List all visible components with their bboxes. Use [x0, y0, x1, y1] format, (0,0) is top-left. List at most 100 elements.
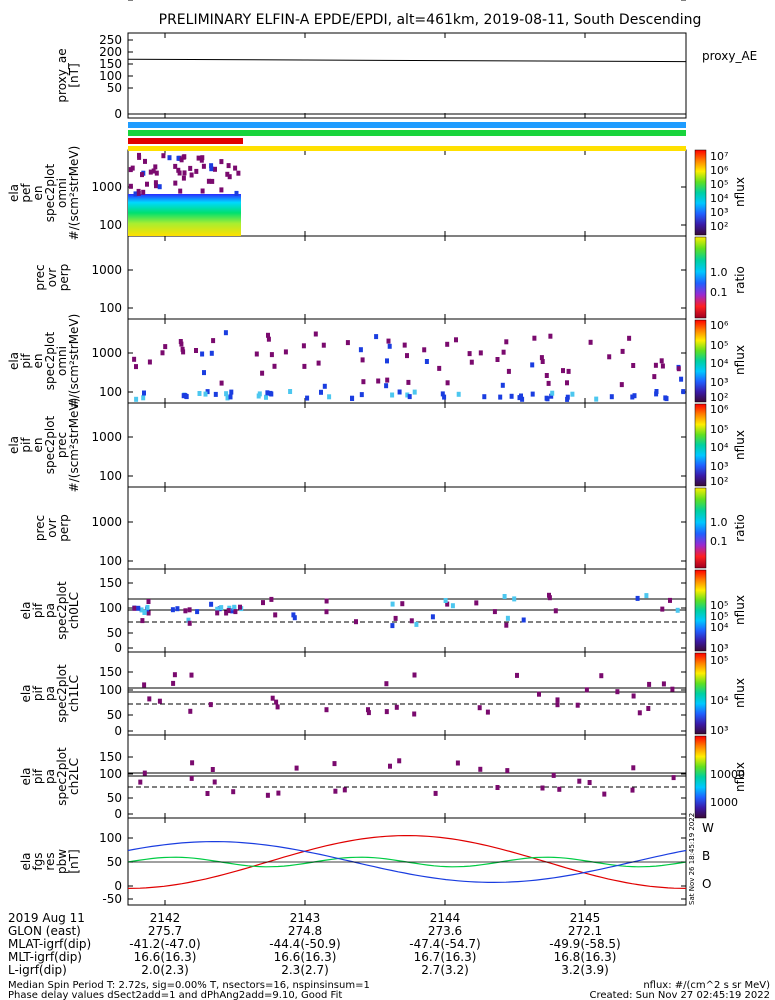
spec-pixel [219, 187, 224, 193]
data-pixel-p8 [384, 709, 389, 715]
colorbar-tick-label: 10⁴ [710, 694, 729, 707]
spec-pixel [178, 188, 183, 194]
data-pixel-p7 [521, 617, 526, 623]
data-pixel-p8 [157, 698, 162, 704]
y-axis-label-line: ela [7, 352, 21, 370]
y-axis-label-line: spec2plot [55, 581, 69, 640]
data-pixel-p8 [646, 706, 651, 711]
y-axis-label-line: ela [7, 184, 21, 202]
y-tick-label: 100 [99, 831, 122, 845]
data-pixel-p9 [332, 761, 337, 767]
y-axis-label-line: pa [43, 603, 57, 618]
colorbar-tick-label: 10⁷ [710, 150, 728, 163]
y-axis-label-line: #/(scm²strMeV) [67, 314, 81, 409]
spec-pixel [209, 163, 214, 169]
data-pixel-p4 [632, 393, 637, 399]
data-pixel-p4 [387, 343, 392, 349]
y-axis-label-line: spec2plot [43, 163, 57, 222]
data-pixel-p9 [189, 775, 194, 781]
proxy-ae-line [127, 58, 687, 63]
colorbar [694, 569, 707, 652]
x-axis-value: 2.3(2.7) [281, 963, 329, 977]
y-axis-label-line: spec2plot [55, 664, 69, 723]
data-pixel-p9 [433, 790, 438, 796]
data-pixel-p4 [397, 389, 402, 395]
data-pixel-p4 [228, 394, 233, 400]
data-pixel-p4 [664, 396, 669, 402]
data-pixel-p9 [630, 787, 635, 793]
data-pixel-p4 [160, 350, 165, 356]
data-pixel-p8 [172, 672, 177, 678]
y-tick-label: 100 [99, 469, 122, 483]
status-bar-red [128, 138, 243, 144]
spec-pixel [225, 171, 230, 177]
data-pixel-p8 [270, 695, 275, 701]
spec-pixel [173, 163, 178, 169]
colorbar-tick-label: 1.0 [710, 266, 728, 279]
data-pixel-p8 [637, 710, 642, 716]
spec-pixel [181, 154, 186, 160]
row-label-date: 2019 Aug 11 [8, 911, 85, 925]
y-tick-label: 100 [99, 69, 122, 83]
data-pixel-p4 [301, 343, 306, 349]
data-pixel-p4 [180, 346, 185, 352]
data-pixel-p4 [327, 394, 332, 400]
data-pixel-p8 [575, 702, 580, 708]
x-axis-value: 273.6 [428, 924, 462, 938]
data-pixel-p9 [333, 788, 338, 794]
footer-left-1: Median Spin Period T: 2.72s, sig=0.00% T… [8, 980, 370, 991]
data-pixel-p4 [456, 391, 461, 397]
data-pixel-p4 [219, 380, 224, 386]
spec-pixel [188, 165, 193, 171]
y-tick-label: 0 [114, 107, 122, 121]
x-axis-value: 2144 [430, 911, 461, 925]
spec-pixel [154, 170, 159, 176]
data-pixel-p4 [549, 393, 554, 399]
data-pixel-p8 [394, 704, 399, 710]
y-axis-label-line: prec [33, 264, 47, 290]
y-axis-label-line: pef [19, 183, 33, 203]
y-axis-label-line: prec [33, 515, 47, 541]
data-pixel-p9 [557, 786, 562, 792]
data-pixel-p4 [544, 373, 549, 378]
data-pixel-p4 [520, 396, 525, 402]
field-curve-W [127, 835, 687, 889]
data-pixel-p4 [482, 394, 487, 400]
data-pixel-p7 [187, 607, 192, 613]
y-tick-label: -50 [102, 892, 122, 906]
y-tick-label: 1000 [91, 180, 122, 194]
data-pixel-p8 [412, 672, 417, 678]
spec-pixel [226, 163, 231, 169]
data-pixel-p7 [226, 608, 231, 614]
data-pixel-p4 [652, 374, 657, 380]
data-pixel-p4 [360, 357, 365, 363]
y-tick-label: 1000 [91, 430, 122, 444]
spec-pixel [161, 153, 166, 159]
colorbar [694, 735, 707, 819]
data-pixel-p4 [264, 394, 268, 400]
y-tick-label: 1000 [91, 346, 122, 360]
spec-pixel [219, 159, 224, 165]
data-pixel-p7 [140, 618, 145, 624]
data-pixel-p8 [208, 702, 213, 708]
x-axis-value: 2.0(2.3) [141, 963, 189, 977]
colorbar-tick-label: 10⁴ [710, 621, 729, 634]
data-pixel-p4 [440, 391, 445, 397]
data-pixel-p4 [266, 332, 270, 338]
data-pixel-p4 [478, 350, 483, 356]
data-pixel-p9 [397, 758, 402, 764]
data-pixel-p4 [594, 396, 599, 402]
spec-pixel [177, 170, 182, 176]
data-pixel-p4 [209, 350, 214, 356]
field-curve-O [127, 841, 687, 883]
data-pixel-p4 [660, 363, 665, 369]
data-pixel-p4 [260, 370, 265, 376]
data-pixel-p4 [406, 379, 411, 385]
y-tick-label: 100 [99, 554, 122, 568]
spec-pixel [153, 180, 158, 186]
data-pixel-p8 [384, 681, 389, 687]
data-pixel-p7 [291, 612, 296, 618]
spec-pixel [176, 167, 181, 173]
x-axis-value: 275.7 [148, 924, 182, 938]
spec-pixel [200, 188, 205, 194]
